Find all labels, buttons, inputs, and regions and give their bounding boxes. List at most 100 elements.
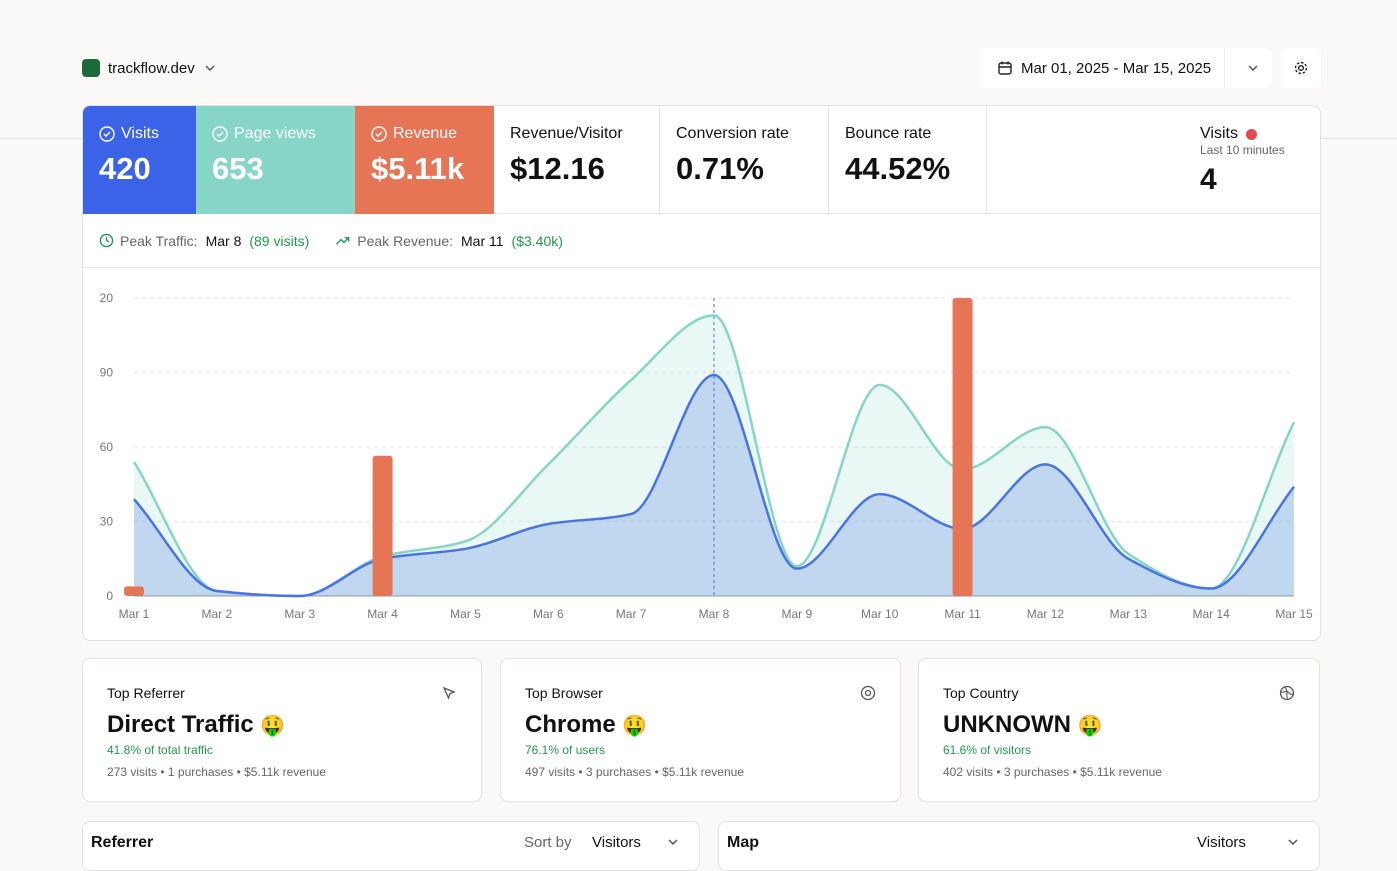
x-tick-label: Mar 5 — [450, 607, 481, 621]
check-icon — [371, 126, 387, 142]
area — [134, 374, 1294, 596]
stat-tile[interactable]: Visits 420 — [83, 106, 196, 214]
live-dot — [1245, 128, 1257, 140]
stat-value: 0.71% — [676, 151, 764, 186]
x-tick-label: Mar 3 — [284, 607, 315, 621]
gear-icon — [1294, 61, 1308, 75]
divider — [1224, 48, 1225, 88]
x-tick-label: Mar 9 — [782, 607, 813, 621]
y-tick-label: 0 — [106, 589, 113, 603]
chevron[interactable] — [1286, 835, 1300, 849]
live-sublabel: Last 10 minutes — [1200, 143, 1285, 157]
x-tick-label: Mar 1 — [119, 607, 150, 621]
top-card: Top Browser Chrome 🤑 76.1% of users 497 … — [500, 658, 901, 802]
x-tick-label: Mar 4 — [367, 607, 398, 621]
card-badge: 🤑 — [1077, 715, 1103, 737]
cursor-icon — [442, 686, 456, 700]
browser-icon — [860, 685, 876, 701]
check-icon — [99, 126, 115, 142]
calendar-icon — [998, 61, 1012, 75]
stat-label: Revenue/Visitor — [510, 125, 623, 142]
stat-label: Conversion rate — [676, 125, 789, 142]
trend-icon — [336, 236, 350, 245]
x-tick-label: Mar 10 — [861, 607, 899, 621]
x-tick-label: Mar 7 — [616, 607, 647, 621]
area — [134, 315, 1294, 596]
overview-card: Visits 420 Page views 653 Revenue $5.11k… — [82, 105, 1321, 641]
line — [133, 373, 1295, 598]
peak-label: Peak Revenue: — [357, 232, 453, 249]
x-tick-label: Mar 15 — [1275, 607, 1313, 621]
globe-icon — [1279, 685, 1295, 701]
peak-value: (89 visits) — [249, 232, 310, 249]
live-tile: Visits Last 10 minutes 4 — [987, 106, 1320, 214]
panel-title: Map — [727, 834, 759, 851]
x-tick-label: Mar 11 — [944, 607, 981, 621]
referrer-panel: Referrer Sort by Visitors — [82, 821, 700, 871]
peak-revenue: Peak Revenue: Mar 11 ($3.40k) — [335, 233, 563, 249]
stat-value: 44.52% — [845, 151, 951, 186]
x-tick-label: Mar 13 — [1110, 607, 1148, 621]
peak-value: ($3.40k) — [511, 232, 563, 249]
card-title: Top Referrer — [107, 685, 185, 701]
top-card: Top Referrer Direct Traffic 🤑 41.8% of t… — [82, 658, 482, 802]
card-title: Top Browser — [525, 685, 603, 701]
stat-value: 420 — [99, 151, 151, 186]
stat-label: Bounce rate — [845, 125, 932, 142]
card-details: 273 visits • 1 purchases • $5.11k revenu… — [107, 765, 326, 779]
chart: 0 30 60 90 20 Mar 1 Mar 2 Mar 3 Mar 4 Mar 5 Mar 6 M… — [100, 291, 1313, 621]
bar — [124, 586, 144, 596]
card-details: 402 visits • 3 purchases • $5.11k revenu… — [943, 765, 1162, 779]
stat-tile[interactable]: Page views 653 — [196, 106, 355, 214]
sort-value[interactable]: Visitors — [592, 834, 641, 851]
live-value: 4 — [1200, 163, 1217, 196]
card-badge: 🤑 — [260, 715, 286, 737]
clock-icon — [99, 233, 114, 248]
card-title: Top Country — [943, 685, 1019, 701]
chevron[interactable] — [666, 835, 680, 849]
x-tick-label: Mar 2 — [202, 607, 233, 621]
stat-tile[interactable]: Revenue $5.11k — [355, 106, 494, 214]
y-tick-label: 20 — [100, 291, 114, 305]
sort-label: Sort by — [524, 834, 572, 851]
stat-value: $5.11k — [371, 151, 465, 186]
card-share: 41.8% of total traffic — [107, 743, 213, 757]
bar — [952, 298, 973, 596]
stat-value: $12.16 — [510, 151, 605, 186]
card-name: UNKNOWN — [943, 711, 1071, 738]
chevron — [205, 65, 215, 72]
chevron[interactable] — [1246, 61, 1260, 75]
live-label: Visits — [1200, 125, 1238, 142]
date-range-picker[interactable]: Mar 01, 2025 - Mar 15, 2025 — [980, 48, 1272, 88]
x-tick-label: Mar 14 — [1192, 607, 1230, 621]
stat-label: Visits — [121, 125, 159, 142]
check-icon — [212, 126, 228, 142]
panel-title: Referrer — [91, 834, 154, 851]
card-name: Direct Traffic — [107, 711, 254, 738]
y-tick-label: 60 — [100, 440, 114, 454]
stat-value: 653 — [212, 151, 264, 186]
stat-tile: Revenue/Visitor $12.16 — [494, 106, 660, 214]
stat-label: Page views — [234, 125, 316, 142]
stat-label: Revenue — [393, 125, 458, 142]
peak-label: Peak Traffic: — [120, 232, 198, 249]
card-details: 497 visits • 3 purchases • $5.11k revenu… — [525, 765, 744, 779]
sort-value[interactable]: Visitors — [1197, 834, 1246, 851]
card-badge: 🤑 — [622, 715, 648, 737]
settings-button[interactable] — [1281, 48, 1321, 88]
stat-tile: Bounce rate 44.52% — [829, 106, 987, 214]
y-tick-label: 90 — [100, 366, 114, 380]
peaks-row: Peak Traffic: Mar 8 (89 visits) Peak Rev… — [83, 214, 1320, 268]
bar — [372, 455, 393, 596]
card-name: Chrome — [525, 711, 616, 738]
map-panel: Map Visitors — [718, 821, 1320, 871]
x-tick-label: Mar 6 — [533, 607, 564, 621]
site-selector[interactable]: trackflow.dev — [82, 58, 217, 78]
date-range: Mar 01, 2025 - Mar 15, 2025 — [1021, 59, 1212, 77]
stat-tile: Conversion rate 0.71% — [660, 106, 829, 214]
card-share: 61.6% of visitors — [943, 743, 1032, 757]
site-logo — [82, 59, 100, 77]
x-tick-label: Mar 8 — [699, 607, 730, 621]
x-tick-label: Mar 12 — [1027, 607, 1065, 621]
